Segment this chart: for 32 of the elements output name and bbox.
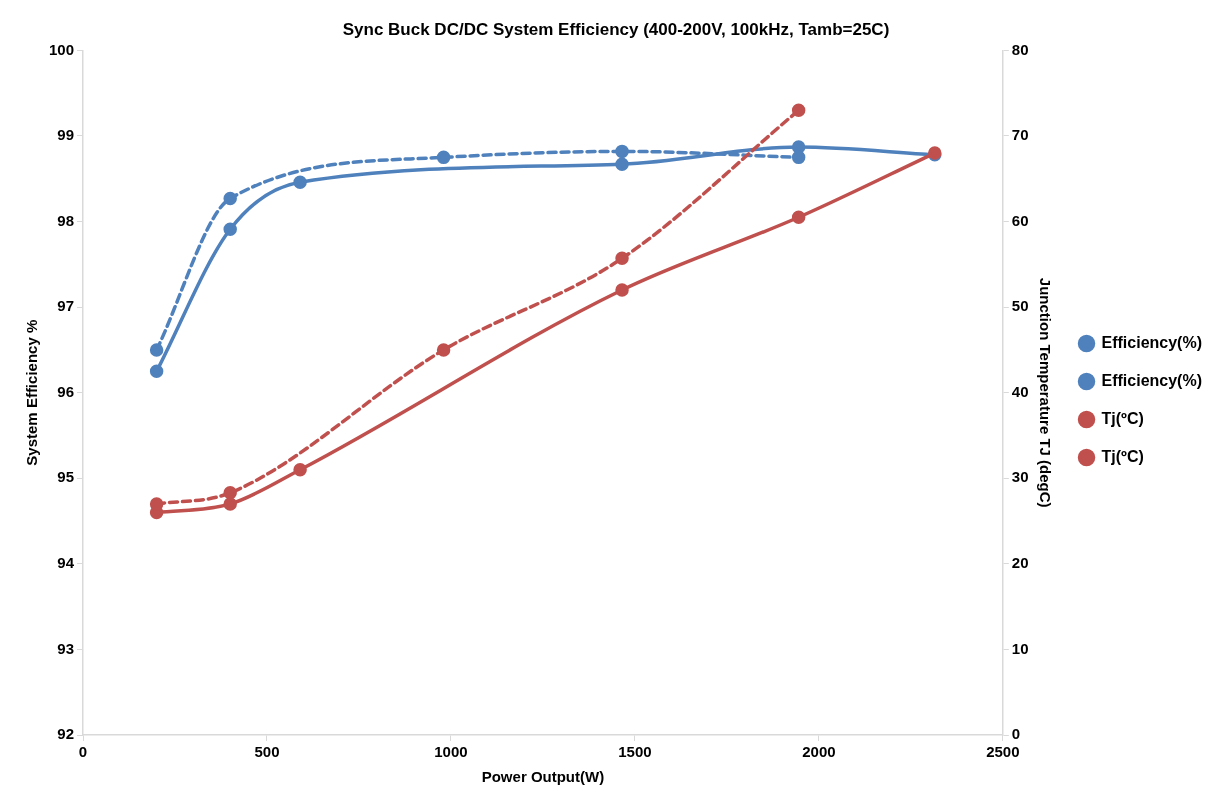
y-tick-label: 99	[57, 126, 75, 144]
x-tick-label: 0	[78, 743, 88, 761]
x-tick-label: 1500	[618, 743, 652, 761]
legend-label: Tj(ºC)	[1101, 447, 1144, 465]
y-tick-label: 100	[49, 40, 75, 58]
y2-tick-label: 20	[1011, 553, 1029, 571]
y2-tick-label: 80	[1011, 40, 1029, 58]
x-axis-title: Power Output(W)	[481, 768, 605, 786]
y2-tick-label: 70	[1011, 126, 1029, 144]
y-axis-title: System Efficiency %	[23, 319, 41, 466]
y-tick-label: 96	[57, 382, 75, 400]
y-tick-label: 97	[57, 297, 75, 315]
y-tick-label: 92	[57, 725, 75, 743]
y-tick-label: 94	[57, 553, 75, 571]
x-tick-label: 2500	[986, 743, 1020, 761]
x-tick-label: 500	[254, 743, 280, 761]
y2-tick-label: 50	[1011, 297, 1029, 315]
x-tick-label: 1000	[434, 743, 468, 761]
legend-label: Efficiency(%)	[1101, 371, 1202, 389]
x-tick-label: 2000	[802, 743, 836, 761]
y2-tick-label: 0	[1011, 725, 1021, 743]
y-tick-label: 95	[57, 468, 75, 486]
chart-title: Sync Buck DC/DC System Efficiency (400-200V, 100kHz, Tamb=25C)	[342, 19, 890, 39]
y2-tick-label: 10	[1011, 639, 1029, 657]
y2-tick-label: 30	[1011, 468, 1029, 486]
legend-label: Tj(ºC)	[1101, 409, 1144, 427]
y-tick-label: 98	[57, 211, 75, 229]
y2-tick-label: 40	[1011, 382, 1029, 400]
y2-tick-label: 60	[1011, 211, 1029, 229]
y2-axis-title: Junction Temperature TJ (degC)	[1037, 277, 1055, 508]
legend-label: Efficiency(%)	[1101, 333, 1202, 351]
y-tick-label: 93	[57, 639, 75, 657]
